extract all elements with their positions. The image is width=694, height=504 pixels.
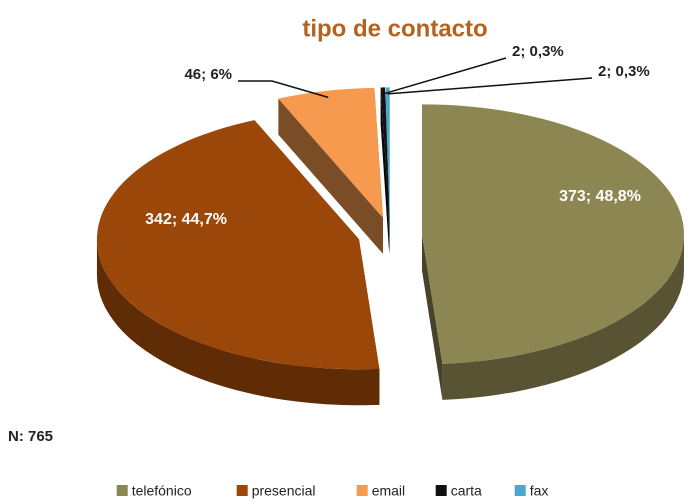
slices [96,87,684,370]
annotation: N: 765 [8,428,53,445]
legend-swatch [514,485,526,496]
legend-label: fax [530,483,549,499]
slice-side [96,239,380,406]
legend-swatch [236,485,248,496]
slice-side [278,98,383,254]
pie-slice [96,120,380,370]
slice-side [380,87,390,254]
pie-slice [385,87,390,218]
slice-side [442,234,684,400]
leader-line [387,77,593,95]
chart-title: tipo de contacto [302,15,487,42]
legend-label: carta [451,483,482,499]
data-label: 46; 6% [184,66,232,83]
leader-line [382,57,507,95]
pie-slice [421,104,684,364]
data-label: 342; 44,7% [145,211,227,228]
leader-line [238,80,329,99]
data-label: 373; 48,8% [559,188,641,205]
data-label: 2; 0,3% [598,63,650,80]
legend-label: telefónico [132,483,192,499]
legend-label: email [372,483,405,499]
legend-swatch [116,485,128,496]
pie-slice [380,87,390,218]
slice-side [421,234,443,400]
legend-swatch [356,485,368,496]
legend-swatch [435,485,447,496]
pie-slice [278,87,383,218]
data-label: 2; 0,3% [512,43,564,60]
legend-label: presencial [252,483,316,499]
